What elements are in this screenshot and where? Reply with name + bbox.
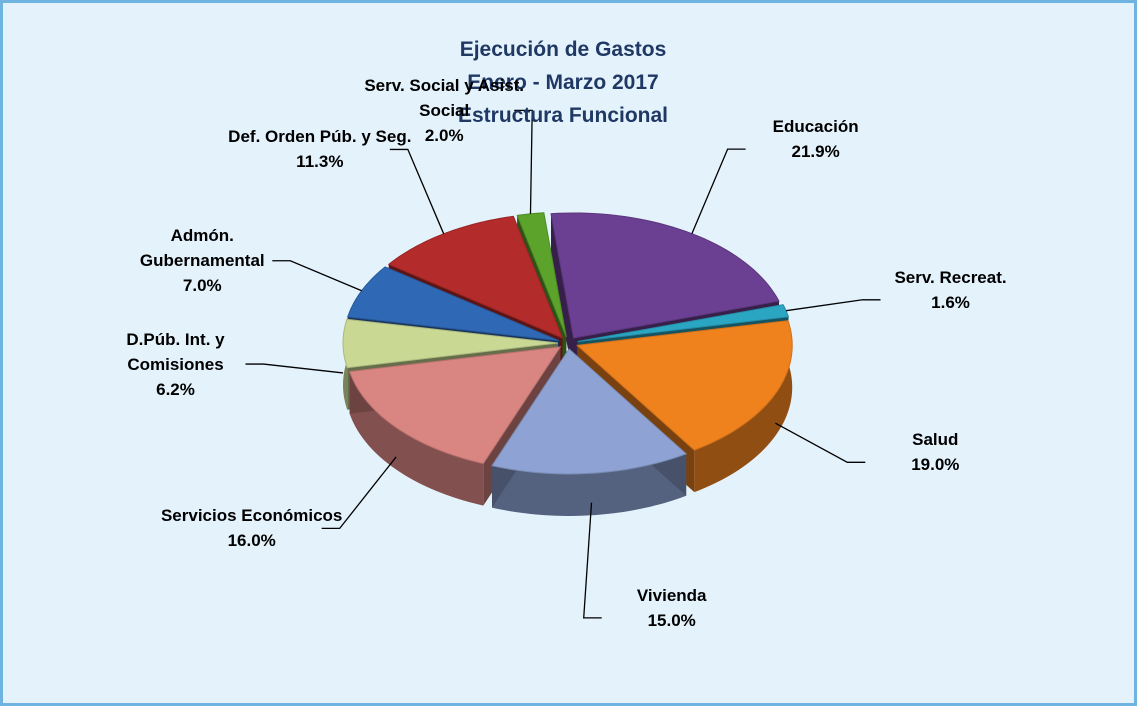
category-label: Servicios Económicos bbox=[160, 506, 343, 526]
title-line: Estructura Funcional bbox=[457, 104, 669, 127]
leader-line bbox=[775, 422, 866, 463]
slice bbox=[347, 266, 560, 342]
slice-label: Admón. Gubernamental 7.0% bbox=[107, 223, 297, 298]
value-label: 7.0% bbox=[182, 276, 222, 296]
title-line: Ejecución de Gastos bbox=[459, 38, 667, 61]
leader-line bbox=[389, 148, 445, 235]
slice-side bbox=[349, 371, 484, 506]
leader-line bbox=[785, 299, 881, 312]
slice-label: Serv. Social y Asist. Social 2.0% bbox=[349, 73, 539, 148]
category-label: Educación bbox=[772, 117, 859, 137]
leader-line bbox=[583, 502, 602, 619]
slice-label: Serv. Recreat. 1.6% bbox=[856, 265, 1046, 315]
slice-side bbox=[491, 453, 687, 516]
title-line: Enero - Marzo 2017 bbox=[467, 71, 659, 94]
category-label: Serv. Social y Asist. Social bbox=[364, 75, 525, 120]
category-label: Vivienda bbox=[636, 585, 707, 605]
value-label: 21.9% bbox=[791, 142, 840, 162]
value-label: 1.6% bbox=[931, 292, 970, 312]
category-label: Serv. Recreat. bbox=[894, 267, 1007, 287]
leader-line bbox=[691, 148, 746, 234]
category-label: Def. Orden Púb. y Seg. bbox=[228, 127, 412, 147]
value-label: 16.0% bbox=[227, 531, 276, 551]
slice bbox=[576, 320, 793, 451]
pie-canvas bbox=[245, 109, 881, 619]
value-label: 15.0% bbox=[647, 610, 696, 630]
slice bbox=[516, 212, 567, 338]
chart-title: Ejecución de Gastos Enero - Marzo 2017 E… bbox=[403, 33, 723, 132]
leader-line bbox=[321, 456, 397, 530]
leader-line bbox=[245, 363, 344, 374]
category-label: Admón. Gubernamental bbox=[139, 226, 265, 271]
leader-line bbox=[514, 109, 533, 214]
slice-side bbox=[694, 320, 793, 493]
value-label: 6.2% bbox=[156, 379, 195, 399]
slice bbox=[348, 346, 562, 465]
leader-line bbox=[272, 260, 362, 292]
category-label: Salud bbox=[912, 430, 959, 450]
value-label: 2.0% bbox=[424, 125, 464, 145]
slice bbox=[342, 318, 559, 369]
slice-label: Servicios Económicos 16.0% bbox=[157, 503, 347, 553]
slice-label: Vivienda 15.0% bbox=[577, 583, 767, 633]
slice-label: Def. Orden Púb. y Seg. 11.3% bbox=[225, 124, 415, 174]
category-label: D.Púb. Int. y Comisiones bbox=[126, 329, 225, 374]
value-label: 19.0% bbox=[911, 455, 960, 475]
value-label: 11.3% bbox=[296, 152, 344, 172]
slice bbox=[491, 348, 688, 475]
slice-label: Salud 19.0% bbox=[840, 427, 1030, 477]
slice-label: D.Púb. Int. y Comisiones 6.2% bbox=[81, 327, 271, 402]
slice-label: Educación 21.9% bbox=[721, 114, 911, 164]
slice-wall bbox=[551, 213, 574, 380]
